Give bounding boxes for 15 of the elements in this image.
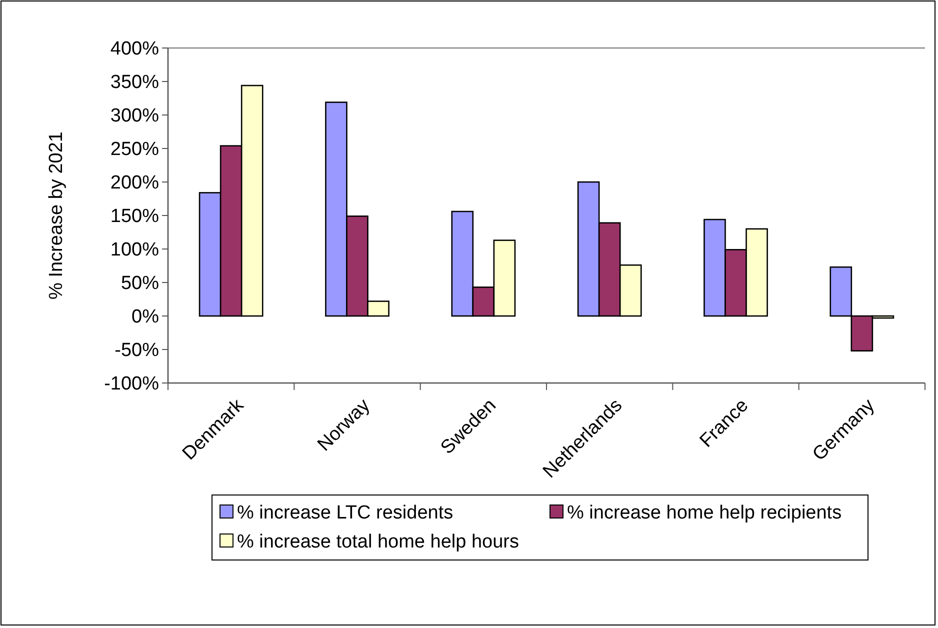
y-tick-label: 100% — [110, 240, 160, 261]
y-tick-label: 350% — [110, 72, 160, 94]
y-tick-label: -50% — [114, 340, 160, 362]
y-tick-label: 50% — [120, 273, 160, 294]
y-tick-label: 150% — [110, 206, 160, 228]
y-tick-label: 300% — [110, 106, 160, 127]
y-axis-title: % Increase by 2021 — [46, 132, 67, 300]
y-tick-label: 250% — [110, 139, 160, 160]
legend-label: % increase home help recipients — [567, 502, 842, 524]
legend-label: % increase total home help hours — [237, 532, 519, 553]
legend-label: % increase LTC residents — [237, 502, 454, 524]
y-tick-label: 0% — [132, 306, 160, 328]
y-tick-label: -100% — [104, 374, 160, 395]
y-tick-label: 200% — [110, 172, 160, 194]
y-tick-label: 400% — [110, 38, 160, 60]
